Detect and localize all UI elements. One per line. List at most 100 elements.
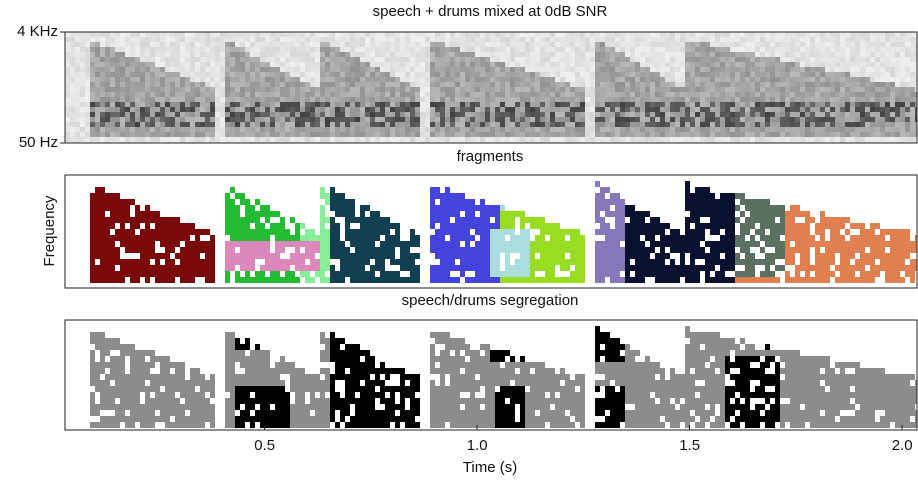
- fragment-cell: [310, 259, 315, 265]
- spectrogram-cell: [865, 137, 870, 142]
- spectrogram-cell: [430, 67, 435, 72]
- spectrogram-cell: [795, 102, 800, 107]
- fragment-cell: [245, 217, 250, 223]
- spectrogram-cell: [145, 117, 150, 122]
- spectrogram-cell: [345, 47, 350, 52]
- spectrogram-cell: [870, 47, 875, 52]
- spectrogram-cell: [190, 52, 195, 57]
- spectrogram-cell: [525, 87, 530, 92]
- spectrogram-cell: [635, 122, 640, 127]
- spectrogram-cell: [345, 37, 350, 42]
- fragment-cell: [345, 205, 350, 211]
- spectrogram-cell: [100, 77, 105, 82]
- spectrogram-cell: [130, 87, 135, 92]
- spectrogram-cell: [625, 37, 630, 42]
- spectrogram-cell: [285, 57, 290, 62]
- spectrogram-cell: [85, 102, 90, 107]
- spectrogram-cell: [795, 87, 800, 92]
- spectrogram-cell: [895, 122, 900, 127]
- spectrogram-cell: [890, 92, 895, 97]
- spectrogram-cell: [860, 92, 865, 97]
- spectrogram-cell: [440, 67, 445, 72]
- spectrogram-cell: [325, 37, 330, 42]
- fragment-cell: [455, 223, 460, 229]
- spectrogram-cell: [265, 137, 270, 142]
- fragment-cell: [190, 229, 195, 235]
- spectrogram-cell: [420, 132, 425, 137]
- fragment-cell: [330, 265, 335, 271]
- spectrogram-cell: [845, 37, 850, 42]
- spectrogram-cell: [215, 67, 220, 72]
- fragment-cell: [120, 235, 125, 241]
- spectrogram-cell: [700, 117, 705, 122]
- fragment-cell: [465, 241, 470, 247]
- spectrogram-cell: [875, 87, 880, 92]
- fragment-cell: [485, 235, 490, 241]
- spectrogram-cell: [335, 132, 340, 137]
- spectrogram-cell: [425, 127, 430, 132]
- spectrogram-cell: [600, 132, 605, 137]
- fragment-cell: [380, 271, 385, 277]
- fragment-cell: [245, 259, 250, 265]
- spectrogram-cell: [475, 52, 480, 57]
- fragment-cell: [570, 241, 575, 247]
- spectrogram-cell: [690, 42, 695, 47]
- spectrogram-cell: [615, 122, 620, 127]
- spectrogram-cell: [570, 62, 575, 67]
- spectrogram-cell: [695, 137, 700, 142]
- spectrogram-cell: [255, 52, 260, 57]
- spectrogram-cell: [895, 112, 900, 117]
- spectrogram-cell: [810, 137, 815, 142]
- spectrogram-cell: [330, 87, 335, 92]
- spectrogram-cell: [230, 137, 235, 142]
- spectrogram-cell: [675, 32, 680, 37]
- spectrogram-cell: [670, 137, 675, 142]
- spectrogram-cell: [220, 82, 225, 87]
- fragment-cell: [520, 241, 525, 247]
- fragment-cell: [495, 211, 500, 217]
- spectrogram-cell: [140, 92, 145, 97]
- fragment-cell: [575, 259, 580, 265]
- fragment-cell: [190, 223, 195, 229]
- spectrogram-cell: [785, 107, 790, 112]
- fragment-cell: [235, 229, 240, 235]
- spectrogram-cell: [755, 122, 760, 127]
- spectrogram-cell: [225, 37, 230, 42]
- spectrogram-cell: [660, 102, 665, 107]
- spectrogram-cell: [450, 82, 455, 87]
- spectrogram-cell: [500, 62, 505, 67]
- spectrogram-cell: [845, 117, 850, 122]
- spectrogram-cell: [355, 32, 360, 37]
- spectrogram-cell: [240, 57, 245, 62]
- spectrogram-cell: [665, 52, 670, 57]
- spectrogram-cell: [180, 112, 185, 117]
- spectrogram-cell: [810, 32, 815, 37]
- spectrogram-cell: [910, 62, 915, 67]
- fragment-cell: [170, 217, 175, 223]
- spectrogram-cell: [320, 137, 325, 142]
- spectrogram-cell: [830, 137, 835, 142]
- spectrogram-cell: [190, 132, 195, 137]
- spectrogram-cell: [65, 62, 70, 67]
- fragment-cell: [450, 247, 455, 253]
- fragment-cell: [405, 241, 410, 247]
- spectrogram-cell: [845, 32, 850, 37]
- spectrogram-cell: [170, 32, 175, 37]
- spectrogram-cell: [325, 92, 330, 97]
- spectrogram-cell: [230, 112, 235, 117]
- fragment-cell: [430, 205, 435, 211]
- spectrogram-cell: [270, 82, 275, 87]
- spectrogram-cell: [470, 72, 475, 77]
- spectrogram-cell: [200, 122, 205, 127]
- fragment-cell: [260, 271, 265, 277]
- spectrogram-cell: [525, 47, 530, 52]
- spectrogram-cell: [635, 47, 640, 52]
- spectrogram-cell: [310, 132, 315, 137]
- spectrogram-cell: [565, 92, 570, 97]
- fragment-cell: [245, 205, 250, 211]
- fragment-cell: [600, 187, 605, 193]
- fragment-cell: [440, 205, 445, 211]
- fragment-cell: [570, 259, 575, 265]
- spectrogram-cell: [795, 47, 800, 52]
